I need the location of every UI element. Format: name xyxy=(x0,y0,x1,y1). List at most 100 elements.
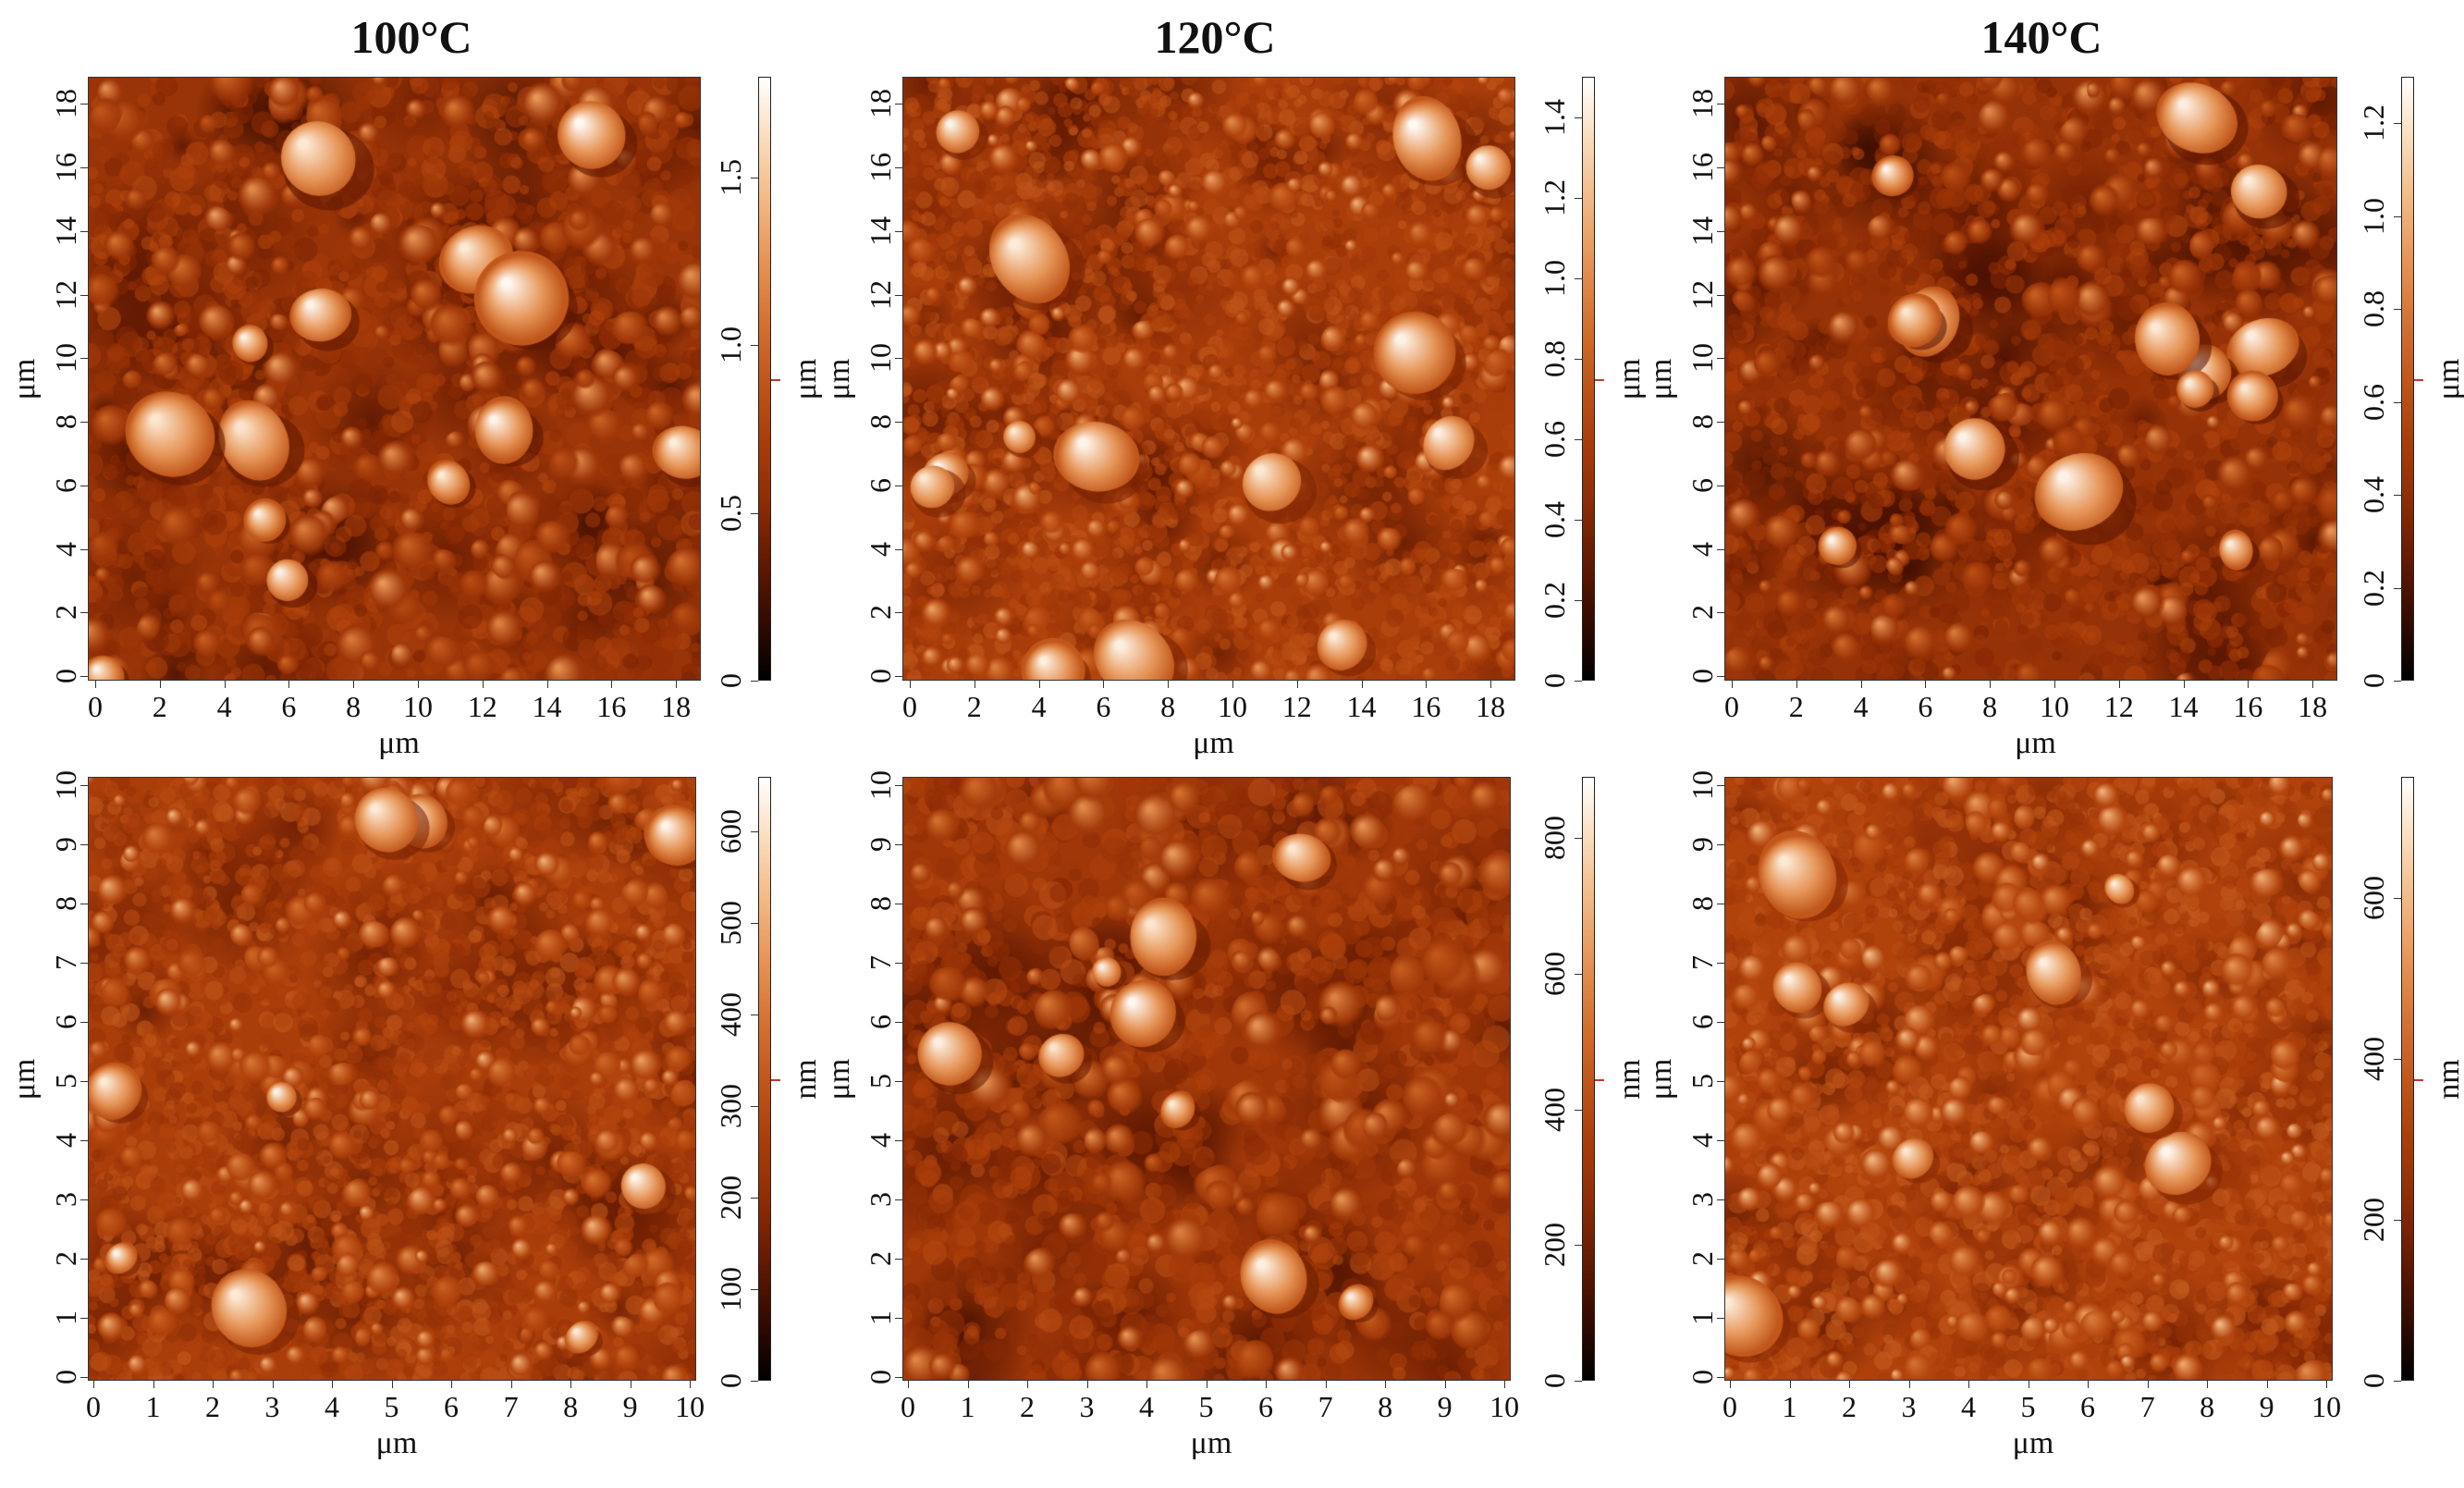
y-tick-label: 18 xyxy=(1686,89,1719,119)
y-axis-label: μm xyxy=(822,1058,856,1100)
x-tick-label: 8 xyxy=(563,1390,579,1423)
colorbar-tick-label: 0.8 xyxy=(2357,290,2390,328)
y-axis-label: μm xyxy=(822,358,856,400)
colorbar-tick-mark xyxy=(1575,438,1582,440)
plot-frame xyxy=(88,77,701,681)
y-tick-mark xyxy=(80,1080,88,1082)
x-tick-label: 14 xyxy=(532,690,562,723)
x-tick-mark xyxy=(332,1381,334,1388)
y-axis-label: μm xyxy=(1644,1058,1678,1100)
x-tick-mark xyxy=(1296,681,1298,688)
x-tick-mark xyxy=(159,681,161,688)
colorbar-tick-label: 1.0 xyxy=(2357,197,2390,235)
y-tick-label: 6 xyxy=(864,477,897,493)
colorbar-tick-label: 0.4 xyxy=(2357,476,2390,514)
y-tick-mark xyxy=(895,167,902,169)
x-tick-mark xyxy=(690,1381,692,1388)
x-tick-mark xyxy=(2118,681,2120,688)
y-tick-label: 10 xyxy=(1686,769,1719,800)
x-tick-mark xyxy=(2053,681,2055,688)
y-tick-mark xyxy=(1717,1258,1724,1260)
y-tick-label: 2 xyxy=(1686,605,1719,621)
x-tick-label: 0 xyxy=(901,1390,915,1423)
y-tick-mark xyxy=(80,1199,88,1200)
y-tick-mark xyxy=(80,676,88,677)
colorbar-unit-label: μm xyxy=(2432,358,2464,400)
x-tick-label: 10 xyxy=(402,690,433,723)
x-tick-label: 6 xyxy=(281,690,297,723)
x-tick-label: 12 xyxy=(2103,690,2134,723)
y-tick-mark xyxy=(895,548,902,550)
colorbar-marker xyxy=(771,378,780,381)
afm-height-map xyxy=(88,77,701,681)
y-tick-mark xyxy=(1717,358,1724,360)
colorbar-tick-mark xyxy=(1575,197,1582,199)
x-tick-mark xyxy=(1385,1381,1387,1388)
colorbar-tick-label: 500 xyxy=(714,901,747,946)
y-tick-label: 8 xyxy=(1686,414,1719,430)
x-tick-mark xyxy=(1266,1381,1268,1388)
y-tick-label: 10 xyxy=(1686,343,1719,374)
colorbar-unit-label: nm xyxy=(2432,1058,2464,1100)
colorbar-unit-label: μm xyxy=(789,358,823,400)
colorbar-tick-label: 1.5 xyxy=(714,158,747,196)
y-tick-mark xyxy=(80,104,88,105)
x-tick-label: 7 xyxy=(503,1390,519,1423)
x-tick-label: 8 xyxy=(1378,1390,1393,1423)
colorbar-tick-label: 0 xyxy=(1538,673,1571,688)
x-tick-label: 0 xyxy=(902,690,917,723)
y-tick-label: 12 xyxy=(49,279,82,310)
y-tick-mark xyxy=(895,230,902,232)
colorbar-unit-label: nm xyxy=(789,1058,823,1100)
colorbar-tick-label: 400 xyxy=(1538,1087,1571,1132)
y-tick-label: 10 xyxy=(49,769,82,800)
x-tick-label: 18 xyxy=(2298,690,2328,723)
colorbar-tick-mark xyxy=(1575,277,1582,279)
y-tick-mark xyxy=(1717,1021,1724,1023)
colorbar-tick-label: 0 xyxy=(2357,673,2390,688)
y-tick-mark xyxy=(1717,104,1724,105)
y-tick-label: 10 xyxy=(49,343,82,374)
y-tick-mark xyxy=(895,1139,902,1141)
x-tick-label: 10 xyxy=(2039,690,2069,723)
x-tick-mark xyxy=(2147,1381,2149,1388)
colorbar-tick-label: 1.0 xyxy=(1538,259,1571,297)
x-tick-mark xyxy=(1730,1381,1731,1388)
y-tick-mark xyxy=(80,843,88,845)
y-tick-mark xyxy=(1717,843,1724,845)
x-tick-label: 6 xyxy=(1918,690,1933,723)
colorbar-tick-label: 1.4 xyxy=(1538,98,1571,136)
y-tick-label: 12 xyxy=(864,279,897,310)
x-tick-mark xyxy=(546,681,548,688)
colorbar-marker xyxy=(2414,1078,2423,1081)
colorbar-tick-label: 0.5 xyxy=(714,494,747,532)
colorbar-tick-mark xyxy=(2394,897,2401,899)
colorbar-tick-mark xyxy=(751,1106,758,1108)
colorbar-tick-mark xyxy=(751,1198,758,1199)
y-tick-mark xyxy=(895,962,902,964)
colorbar-tick-label: 0 xyxy=(714,673,747,688)
y-tick-mark xyxy=(1717,1139,1724,1141)
colorbar-tick-label: 0 xyxy=(2357,1373,2390,1388)
x-tick-mark xyxy=(1796,681,1797,688)
y-tick-mark xyxy=(80,422,88,424)
x-tick-mark xyxy=(910,681,911,688)
y-tick-mark xyxy=(895,294,902,296)
y-tick-mark xyxy=(80,358,88,360)
colorbar-tick-mark xyxy=(2394,309,2401,311)
colorbar-tick-label: 1.0 xyxy=(714,326,747,364)
x-tick-mark xyxy=(2183,681,2185,688)
x-tick-label: 10 xyxy=(2311,1390,2342,1423)
x-tick-label: 14 xyxy=(2168,690,2199,723)
x-tick-label: 1 xyxy=(960,1390,975,1423)
colorbar-tick-mark xyxy=(2394,1381,2401,1382)
x-tick-mark xyxy=(611,681,613,688)
x-tick-label: 5 xyxy=(384,1390,399,1423)
colorbar-tick-label: 100 xyxy=(714,1267,747,1312)
colorbar-marker xyxy=(1595,378,1604,381)
y-tick-mark xyxy=(1717,548,1724,550)
y-tick-label: 16 xyxy=(864,153,897,183)
y-tick-label: 6 xyxy=(1686,477,1719,493)
colorbar-tick-mark xyxy=(1575,838,1582,840)
